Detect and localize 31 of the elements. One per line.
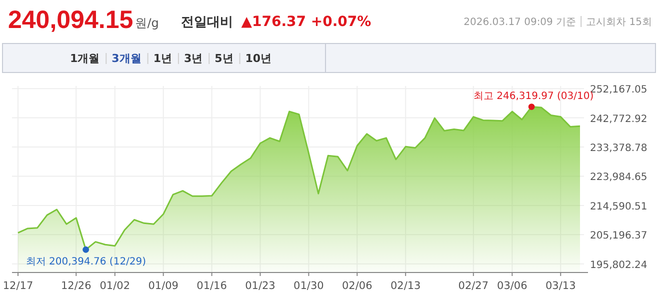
text: ▲176.37 +0.07%	[241, 14, 372, 30]
chart-subtitle: 원/g	[135, 16, 159, 30]
x-tick-label: 03/13	[545, 280, 576, 292]
text: 10년	[245, 52, 272, 65]
x-tick-label: 12/26	[61, 280, 92, 292]
text: 3개월	[112, 52, 142, 65]
text: 5년	[214, 52, 234, 65]
y-tick-label: 195,802.24	[590, 260, 648, 271]
text: 1년	[153, 52, 172, 65]
text: 전일대비	[181, 15, 234, 30]
x-tick-label: 02/27	[458, 280, 489, 292]
x-tick-label: 02/13	[390, 280, 421, 292]
x-tick-label: 01/30	[294, 280, 324, 292]
annotation: 최저 200,394.76 (12/29)	[26, 256, 146, 268]
x-tick-label: 01/16	[196, 280, 228, 292]
y-tick-label: 214,590.51	[590, 201, 648, 212]
y-tick-label: 223,984.65	[590, 172, 648, 184]
text: 2026.03.17 09:09 기준	[464, 17, 576, 28]
x-tick-label: 02/06	[342, 280, 373, 292]
y-tick-label: 205,196.37	[590, 230, 648, 242]
text: 고시회차 15회	[586, 17, 652, 28]
x-tick-label: 12/17	[2, 280, 34, 292]
y-tick-label: 233,378.78	[590, 143, 648, 154]
text: 3년	[184, 52, 203, 65]
x-tick-label: 03/06	[497, 280, 528, 292]
x-tick-label: 01/23	[245, 280, 276, 292]
title: 240,094.15	[8, 6, 134, 34]
x-tick-label: 01/02	[100, 280, 130, 292]
text: 1개월	[70, 52, 100, 65]
x-tick-label: 01/09	[148, 280, 178, 292]
y-tick-label: 242,772.92	[590, 114, 648, 125]
